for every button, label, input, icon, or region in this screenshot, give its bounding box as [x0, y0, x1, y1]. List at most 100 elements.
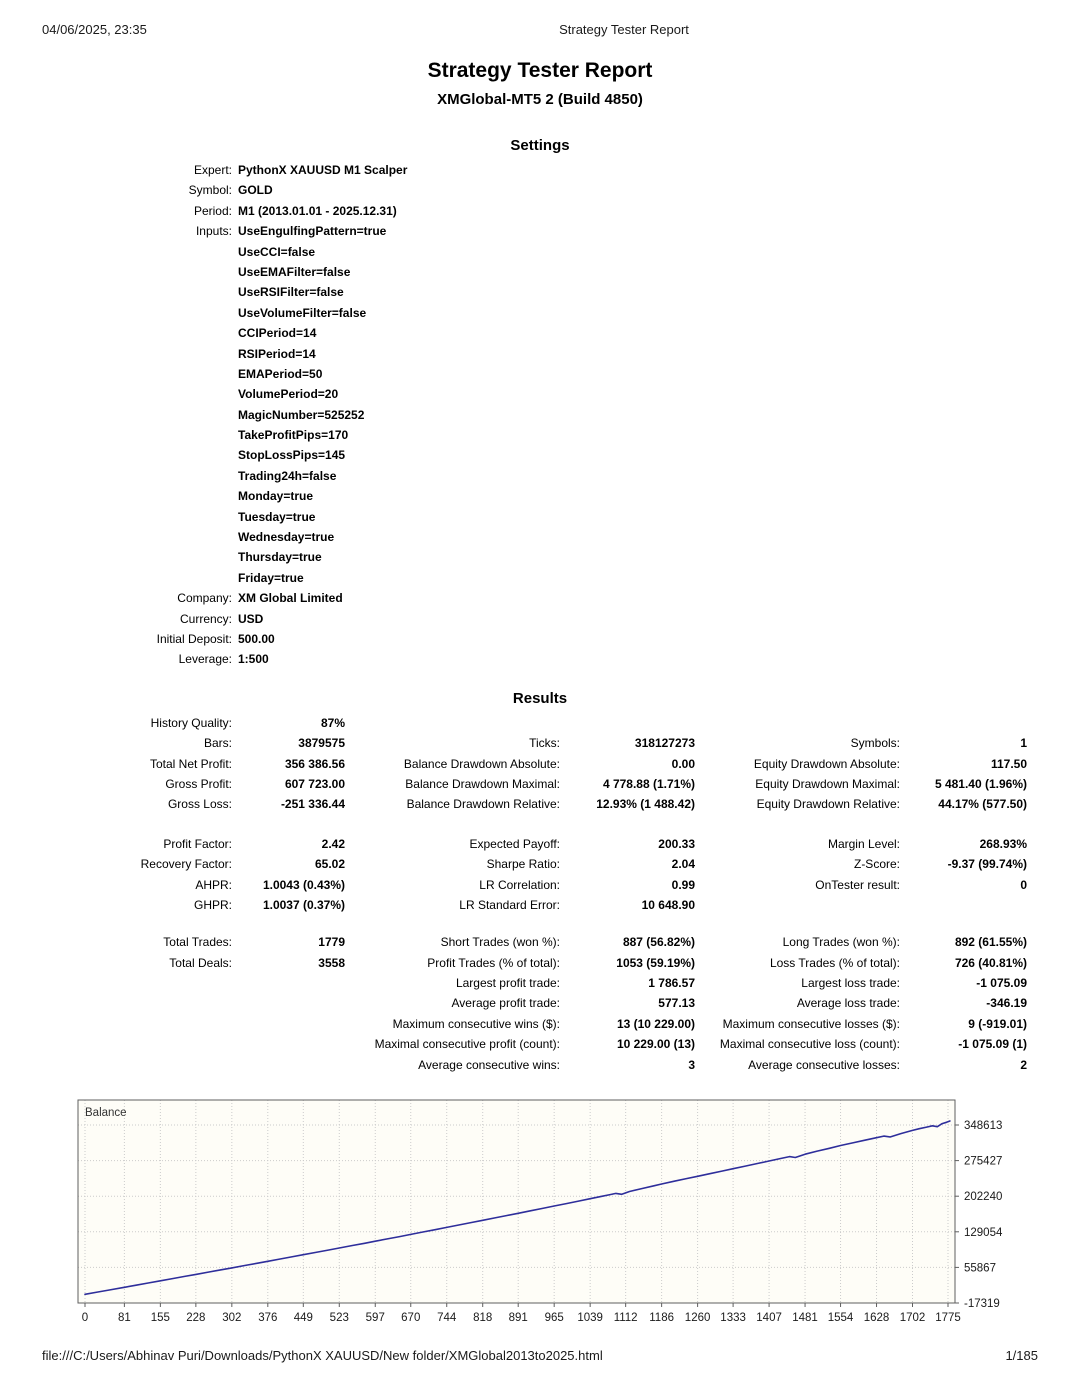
- result-label: OnTester result:: [815, 877, 900, 892]
- result-value: [232, 973, 345, 993]
- result-value: 2.42: [321, 836, 345, 851]
- settings-row: Currency: USD: [78, 609, 1080, 629]
- result-value: 87%: [320, 715, 345, 730]
- y-axis-tick-label: -17319: [964, 1298, 1000, 1310]
- x-axis-tick-label: 818: [473, 1312, 492, 1324]
- result-label: Equity Drawdown Relative:: [756, 797, 900, 812]
- result-label: Expected Payoff:: [469, 836, 560, 851]
- setting-value: StopLossPips=145: [238, 448, 346, 463]
- setting-value: CCIPeriod=14: [238, 326, 317, 341]
- y-axis-tick-label: 129054: [964, 1227, 1003, 1239]
- result-value: 356 386.56: [284, 756, 345, 771]
- result-value: 10 648.90: [641, 897, 695, 912]
- results-row: Average consecutive wins: 3 Average cons…: [78, 1055, 1080, 1075]
- result-value: 318127273: [634, 736, 695, 751]
- result-value: [232, 1055, 345, 1075]
- print-footer: file:///C:/Users/Abhinav Puri/Downloads/…: [42, 1348, 1038, 1363]
- settings-row: Wednesday=true: [78, 527, 1080, 547]
- setting-label: Company:: [177, 591, 232, 606]
- settings-row: RSIPeriod=14: [78, 344, 1080, 364]
- result-value: 2.04: [671, 857, 695, 872]
- result-value: 0.99: [671, 877, 695, 892]
- x-axis-tick-label: 891: [509, 1312, 528, 1324]
- x-axis-tick-label: 1186: [649, 1312, 674, 1324]
- settings-heading: Settings: [510, 137, 570, 154]
- setting-value: Thursday=true: [238, 550, 322, 565]
- setting-label: [78, 507, 232, 527]
- result-label: LR Correlation:: [479, 877, 560, 892]
- settings-row: Expert: PythonX XAUUSD M1 Scalper: [78, 160, 1080, 180]
- setting-value: UseVolumeFilter=false: [238, 305, 367, 320]
- setting-value: M1 (2013.01.01 - 2025.12.31): [238, 203, 397, 218]
- footer-page-number: 1/185: [1005, 1348, 1038, 1363]
- result-value: 0: [1020, 877, 1027, 892]
- result-label: Average loss trade:: [796, 996, 900, 1011]
- result-label: Maximum consecutive losses ($):: [722, 1016, 900, 1031]
- results-table: History Quality: 87% Bars: 3879575 Ticks…: [78, 713, 1080, 1075]
- x-axis-tick-label: 302: [222, 1312, 241, 1324]
- result-label: [78, 973, 232, 993]
- settings-row: StopLossPips=145: [78, 445, 1080, 465]
- setting-value: PythonX XAUUSD M1 Scalper: [238, 163, 408, 177]
- result-label: Margin Level:: [827, 836, 900, 851]
- result-label: Short Trades (won %):: [440, 935, 560, 950]
- result-label: Gross Profit:: [165, 776, 232, 791]
- settings-row: Period: M1 (2013.01.01 - 2025.12.31): [78, 201, 1080, 221]
- result-value: 887 (56.82%): [622, 935, 695, 950]
- settings-row: Thursday=true: [78, 547, 1080, 567]
- x-axis-tick-label: 597: [366, 1312, 385, 1324]
- result-value: 200.33: [658, 836, 695, 851]
- result-value: 268.93%: [979, 836, 1027, 851]
- balance-chart-svg: 0 81 155 228 302 376 449 523 597 670 744 818 891 965 1…: [77, 1099, 1003, 1324]
- results-row: Total Trades: 1779 Short Trades (won %):…: [78, 932, 1080, 952]
- setting-label: Inputs:: [195, 224, 232, 239]
- results-row: Average profit trade: 577.13 Average los…: [78, 993, 1080, 1013]
- result-value: 3558: [318, 955, 345, 970]
- settings-row: CCIPeriod=14: [78, 323, 1080, 343]
- setting-label: [78, 445, 232, 465]
- setting-value: Wednesday=true: [238, 530, 335, 545]
- result-label: Long Trades (won %):: [782, 935, 900, 950]
- setting-label: Leverage:: [178, 652, 232, 667]
- result-label: Ticks:: [529, 736, 560, 751]
- setting-label: [78, 527, 232, 547]
- setting-value: TakeProfitPips=170: [238, 428, 349, 443]
- result-value: 892 (61.55%): [954, 935, 1027, 950]
- setting-label: [78, 466, 232, 486]
- result-label: Loss Trades (% of total):: [769, 955, 900, 970]
- print-header: 04/06/2025, 23:35 Strategy Tester Report: [0, 22, 1080, 38]
- x-axis-tick-label: 449: [294, 1312, 313, 1324]
- result-value: 726 (40.81%): [954, 955, 1027, 970]
- result-label: [695, 895, 900, 915]
- x-axis-tick-label: 1481: [792, 1312, 818, 1324]
- result-label: Balance Drawdown Relative:: [406, 797, 560, 812]
- result-label: Total Net Profit:: [149, 756, 232, 771]
- setting-value: XM Global Limited: [238, 591, 343, 606]
- setting-label: [78, 568, 232, 588]
- settings-row: Company: XM Global Limited: [78, 588, 1080, 608]
- result-value: 65.02: [314, 857, 345, 872]
- result-label: Equity Drawdown Maximal:: [755, 776, 900, 791]
- results-row: Profit Factor: 2.42 Expected Payoff: 200…: [78, 834, 1080, 854]
- results-row: Maximal consecutive profit (count): 10 2…: [78, 1034, 1080, 1054]
- x-axis-tick-label: 1554: [828, 1312, 854, 1324]
- result-value: 1053 (59.19%): [616, 955, 695, 970]
- x-axis-tick-label: 228: [186, 1312, 205, 1324]
- result-label: [78, 1014, 232, 1034]
- results-row: Recovery Factor: 65.02 Sharpe Ratio: 2.0…: [78, 854, 1080, 874]
- result-label: Symbols:: [850, 736, 900, 751]
- setting-value: 1:500: [238, 652, 269, 667]
- result-label: Sharpe Ratio:: [486, 857, 560, 872]
- footer-file-path: file:///C:/Users/Abhinav Puri/Downloads/…: [42, 1348, 603, 1363]
- settings-row: VolumePeriod=20: [78, 384, 1080, 404]
- chart-series-title: Balance: [85, 1107, 127, 1119]
- result-value: [900, 895, 1027, 915]
- result-label: Largest loss trade:: [801, 976, 900, 991]
- result-label: [345, 713, 560, 733]
- print-header-title: Strategy Tester Report: [559, 22, 689, 37]
- settings-row: Symbol: GOLD: [78, 180, 1080, 200]
- setting-value: USD: [238, 611, 264, 626]
- setting-value: VolumePeriod=20: [238, 387, 339, 402]
- settings-row: MagicNumber=525252: [78, 405, 1080, 425]
